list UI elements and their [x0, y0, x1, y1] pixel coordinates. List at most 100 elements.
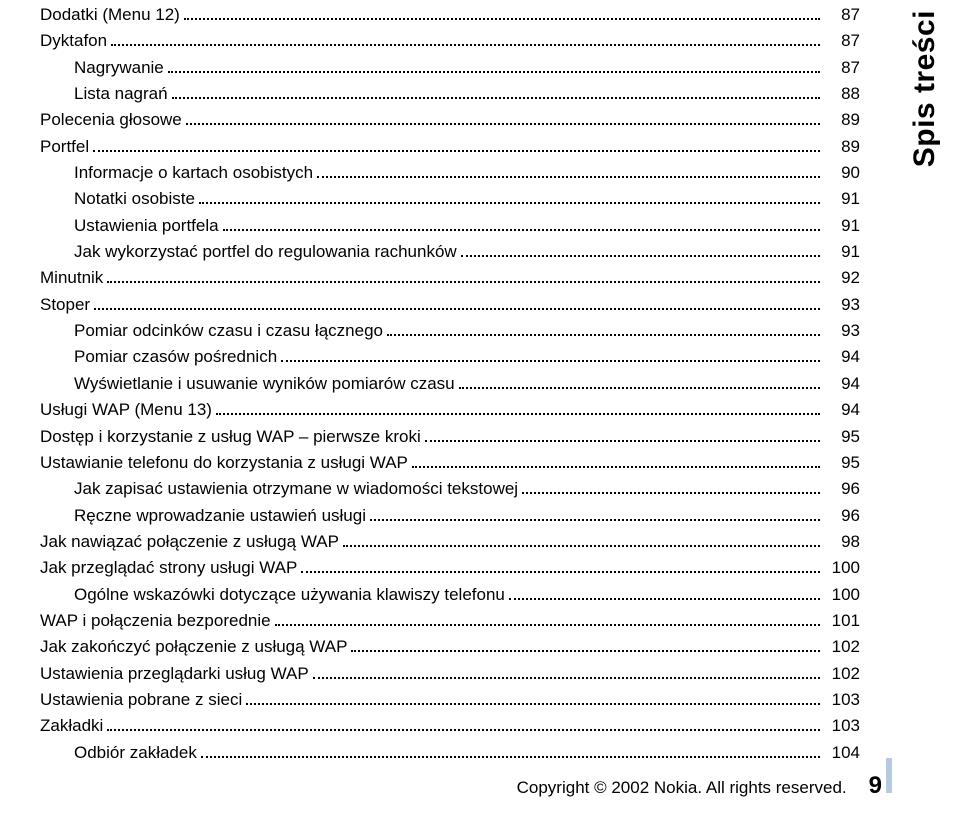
- toc-leader-dots: [172, 88, 820, 99]
- toc-label: WAP i połączenia bezporednie: [40, 608, 271, 634]
- toc-leader-dots: [313, 667, 820, 678]
- page-number: 9: [869, 772, 882, 800]
- toc-leader-dots: [317, 167, 820, 178]
- toc-label: Pomiar czasów pośrednich: [40, 344, 277, 370]
- toc-leader-dots: [186, 114, 820, 125]
- toc-page: 87: [824, 55, 860, 81]
- toc-label: Jak wykorzystać portfel do regulowania r…: [40, 239, 457, 265]
- page-footer: Copyright © 2002 Nokia. All rights reser…: [517, 772, 882, 800]
- toc-row: Wyświetlanie i usuwanie wyników pomiarów…: [40, 371, 860, 397]
- toc-page: 91: [824, 213, 860, 239]
- toc-label: Jak nawiązać połączenie z usługą WAP: [40, 529, 339, 555]
- toc-leader-dots: [275, 615, 820, 626]
- toc-row: Nagrywanie87: [40, 55, 860, 81]
- toc-label: Lista nagrań: [40, 81, 168, 107]
- toc-page: 103: [824, 713, 860, 739]
- toc-row: Dyktafon 87: [40, 28, 860, 54]
- toc-leader-dots: [216, 404, 820, 415]
- toc-label: Portfel: [40, 134, 89, 160]
- toc-label: Ustawienia portfela: [40, 213, 219, 239]
- toc-label: Ustawienia pobrane z sieci: [40, 687, 242, 713]
- toc-row: Pomiar odcinków czasu i czasu łącznego 93: [40, 318, 860, 344]
- toc-leader-dots: [461, 246, 820, 257]
- toc-page: 96: [824, 476, 860, 502]
- toc-row: Ustawienia pobrane z sieci103: [40, 687, 860, 713]
- copyright-text: Copyright © 2002 Nokia. All rights reser…: [517, 778, 847, 798]
- toc-leader-dots: [223, 219, 820, 230]
- toc-leader-dots: [351, 641, 820, 652]
- toc-row: Minutnik 92: [40, 265, 860, 291]
- toc-row: Dostęp i korzystanie z usług WAP – pierw…: [40, 424, 860, 450]
- toc-label: Dyktafon: [40, 28, 107, 54]
- toc-row: Polecenia głosowe89: [40, 107, 860, 133]
- toc-row: Ustawianie telefonu do korzystania z usł…: [40, 450, 860, 476]
- toc-leader-dots: [387, 325, 820, 336]
- toc-label: Polecenia głosowe: [40, 107, 182, 133]
- toc-leader-dots: [201, 746, 820, 757]
- toc-label: Jak przeglądać strony usługi WAP: [40, 555, 297, 581]
- toc-label: Pomiar odcinków czasu i czasu łącznego: [40, 318, 383, 344]
- toc-leader-dots: [301, 562, 820, 573]
- toc-page: 87: [824, 2, 860, 28]
- section-title: Spis treści: [908, 10, 942, 167]
- toc-label: Usługi WAP (Menu 13): [40, 397, 212, 423]
- toc-row: WAP i połączenia bezporednie101: [40, 608, 860, 634]
- toc-label: Stoper: [40, 292, 90, 318]
- page: Spis treści Dodatki (Menu 12) 87 Dyktafon 8…: [0, 0, 960, 828]
- toc-label: Notatki osobiste: [40, 186, 195, 212]
- toc-page: 94: [824, 344, 860, 370]
- toc-row: Informacje o kartach osobistych 90: [40, 160, 860, 186]
- toc-row: Lista nagrań 88: [40, 81, 860, 107]
- toc-row: Odbiór zakładek 104: [40, 740, 860, 766]
- toc-label: Ogólne wskazówki dotyczące używania klaw…: [40, 582, 505, 608]
- toc-leader-dots: [522, 483, 820, 494]
- toc-page: 91: [824, 239, 860, 265]
- toc-leader-dots: [199, 193, 820, 204]
- toc-row: Pomiar czasów pośrednich 94: [40, 344, 860, 370]
- toc-row: Stoper 93: [40, 292, 860, 318]
- toc-page: 102: [824, 634, 860, 660]
- toc-label: Zakładki: [40, 713, 103, 739]
- toc-label: Ręczne wprowadzanie ustawień usługi: [40, 503, 366, 529]
- toc-label: Odbiór zakładek: [40, 740, 197, 766]
- toc-label: Informacje o kartach osobistych: [40, 160, 313, 186]
- toc-label: Wyświetlanie i usuwanie wyników pomiarów…: [40, 371, 455, 397]
- toc-page: 104: [824, 740, 860, 766]
- toc-label: Minutnik: [40, 265, 103, 291]
- toc-leader-dots: [168, 61, 820, 72]
- toc-page: 90: [824, 160, 860, 186]
- toc-leader-dots: [281, 351, 820, 362]
- table-of-contents: Dodatki (Menu 12)87Dyktafon87Nagrywanie8…: [40, 0, 860, 766]
- toc-row: Ogólne wskazówki dotyczące używania klaw…: [40, 582, 860, 608]
- toc-page: 89: [824, 134, 860, 160]
- toc-page: 91: [824, 186, 860, 212]
- toc-row: Jak zapisać ustawienia otrzymane w wiado…: [40, 476, 860, 502]
- toc-page: 96: [824, 503, 860, 529]
- toc-leader-dots: [107, 720, 820, 731]
- toc-label: Dodatki (Menu 12): [40, 2, 180, 28]
- toc-leader-dots: [246, 694, 820, 705]
- toc-row: Portfel 89: [40, 134, 860, 160]
- toc-leader-dots: [94, 298, 820, 309]
- toc-leader-dots: [184, 9, 820, 20]
- toc-row: Jak wykorzystać portfel do regulowania r…: [40, 239, 860, 265]
- toc-leader-dots: [425, 430, 820, 441]
- toc-page: 95: [824, 424, 860, 450]
- toc-leader-dots: [509, 588, 820, 599]
- toc-row: Zakładki 103: [40, 713, 860, 739]
- toc-page: 93: [824, 292, 860, 318]
- toc-page: 93: [824, 318, 860, 344]
- toc-page: 95: [824, 450, 860, 476]
- toc-label: Ustawienia przeglądarki usług WAP: [40, 661, 309, 687]
- toc-label: Ustawianie telefonu do korzystania z usł…: [40, 450, 408, 476]
- toc-leader-dots: [343, 536, 820, 547]
- toc-row: Notatki osobiste 91: [40, 186, 860, 212]
- toc-label: Jak zapisać ustawienia otrzymane w wiado…: [40, 476, 518, 502]
- toc-row: Jak nawiązać połączenie z usługą WAP98: [40, 529, 860, 555]
- toc-page: 92: [824, 265, 860, 291]
- toc-page: 94: [824, 371, 860, 397]
- toc-page: 88: [824, 81, 860, 107]
- toc-leader-dots: [370, 509, 820, 520]
- toc-page: 87: [824, 28, 860, 54]
- toc-leader-dots: [459, 377, 820, 388]
